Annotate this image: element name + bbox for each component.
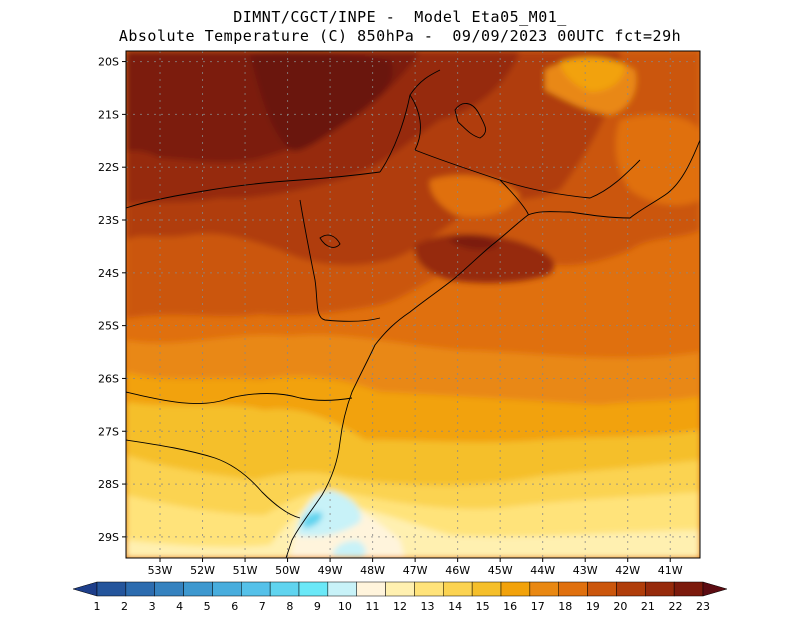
lon-tick-label: 46W <box>445 564 470 577</box>
state-border <box>126 391 353 404</box>
colorbar: 1 2 3 4 5 6 7 8 9 10 11 12 13 14 15 16 17 18 19 20 21 22 23 <box>72 581 728 613</box>
colorbar-label: 8 <box>286 600 293 613</box>
colorbar-label: 6 <box>231 600 238 613</box>
lat-tick-label: 23S <box>98 214 119 227</box>
colorbar-label: 2 <box>121 600 128 613</box>
colorbar-swatch <box>673 581 704 597</box>
colorbar-swatch <box>645 581 675 597</box>
temp-band-16 <box>560 57 625 92</box>
lat-tick-label: 25S <box>98 320 119 333</box>
colorbar-label: 20 <box>613 600 627 613</box>
colorbar-swatch <box>154 581 184 597</box>
state-border <box>126 439 301 519</box>
lat-tick-label: 20S <box>98 56 119 69</box>
colorbar-arrow-right <box>702 581 728 597</box>
colorbar-swatch <box>500 581 531 597</box>
colorbar-label: 21 <box>641 600 655 613</box>
colorbar-label: 12 <box>393 600 407 613</box>
colorbar-swatch <box>471 581 502 597</box>
colorbar-arrow-left <box>72 581 98 597</box>
colorbar-swatch <box>385 581 415 597</box>
colorbar-label: 18 <box>558 600 572 613</box>
colorbar-swatch <box>529 581 559 597</box>
colorbar-swatch <box>558 581 588 597</box>
colorbar-label: 5 <box>204 600 211 613</box>
lon-tick-label: 52W <box>190 564 215 577</box>
graticule <box>126 51 700 558</box>
colorbar-label: 11 <box>365 600 379 613</box>
lat-tick-label: 28S <box>98 478 119 491</box>
colorbar-label: 4 <box>176 600 183 613</box>
colorbar-swatch <box>616 581 646 597</box>
colorbar-label: 22 <box>668 600 682 613</box>
lon-tick-label: 42W <box>615 564 640 577</box>
colorbar-label: 7 <box>259 600 266 613</box>
colorbar-swatch <box>212 581 242 597</box>
lat-tick-label: 27S <box>98 425 119 438</box>
colorbar-label: 3 <box>149 600 156 613</box>
lon-tick-label: 49W <box>318 564 343 577</box>
boundaries <box>126 69 700 558</box>
colorbar-label: 19 <box>586 600 600 613</box>
lon-tick-label: 44W <box>530 564 555 577</box>
lake <box>319 234 341 248</box>
chart-title-line2: Absolute Temperature (C) 850hPa - 09/09/… <box>118 27 682 45</box>
state-border <box>409 94 421 151</box>
colorbar-label: 15 <box>476 600 490 613</box>
colorbar-swatch <box>443 581 473 597</box>
colorbar-label: 9 <box>314 600 321 613</box>
colorbar-swatch <box>183 581 213 597</box>
state-border <box>414 149 641 199</box>
lon-tick-label: 51W <box>233 564 258 577</box>
coastline <box>285 139 700 558</box>
lon-tick-label: 47W <box>403 564 428 577</box>
colorbar-label: 1 <box>94 600 101 613</box>
lon-tick-label: 41W <box>658 564 683 577</box>
colorbar-swatch <box>327 581 357 597</box>
colorbar-label: 14 <box>448 600 462 613</box>
lat-tick-label: 24S <box>98 267 119 280</box>
lat-tick-label: 26S <box>98 372 119 385</box>
lon-tick-label: 45W <box>488 564 513 577</box>
colorbar-swatch <box>269 581 300 597</box>
temp-band-18 <box>429 175 520 217</box>
colorbar-label: 13 <box>421 600 435 613</box>
longitude-axis: 53W 52W 51W 50W 49W 48W 47W 46W 45W 44W 43W 42W 41W <box>148 558 683 577</box>
lon-tick-label: 53W <box>148 564 173 577</box>
lon-tick-label: 48W <box>360 564 385 577</box>
temperature-field <box>126 51 700 558</box>
state-border <box>299 199 381 322</box>
chart-title-line1: DIMNT/CGCT/INPE - Model Eta05_M01_ <box>233 8 567 26</box>
state-border <box>499 179 529 216</box>
temp-band-18 <box>615 114 700 206</box>
state-border <box>126 171 381 209</box>
temp-band-23 <box>250 52 393 151</box>
colorbar-swatch <box>414 581 444 597</box>
temp-band-21 <box>414 234 555 283</box>
lon-tick-label: 50W <box>275 564 300 577</box>
colorbar-label: 16 <box>503 600 517 613</box>
lat-tick-label: 22S <box>98 161 119 174</box>
temp-band-22 <box>448 235 500 250</box>
colorbar-swatch <box>96 581 127 597</box>
colorbar-label: 10 <box>338 600 352 613</box>
colorbar-swatch <box>587 581 617 597</box>
colorbar-swatch <box>125 581 155 597</box>
colorbar-label: 17 <box>531 600 545 613</box>
lon-tick-label: 43W <box>573 564 598 577</box>
colorbar-label: 23 <box>696 600 710 613</box>
lat-tick-label: 21S <box>98 108 119 121</box>
lake <box>454 103 487 139</box>
temp-band-10 <box>332 540 366 558</box>
temp-band-12 <box>126 500 700 558</box>
colorbar-swatch <box>298 581 329 597</box>
latitude-axis: 20S 21S 22S 23S 24S 25S 26S 27S 28S 29S <box>98 56 126 544</box>
lat-tick-label: 29S <box>98 531 119 544</box>
colorbar-swatch <box>356 581 386 597</box>
colorbar-swatch <box>241 581 271 597</box>
map-frame <box>125 50 701 559</box>
